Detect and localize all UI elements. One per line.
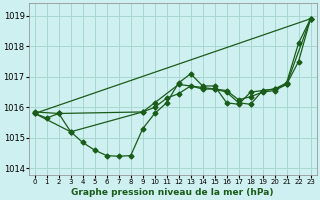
X-axis label: Graphe pression niveau de la mer (hPa): Graphe pression niveau de la mer (hPa): [71, 188, 274, 197]
